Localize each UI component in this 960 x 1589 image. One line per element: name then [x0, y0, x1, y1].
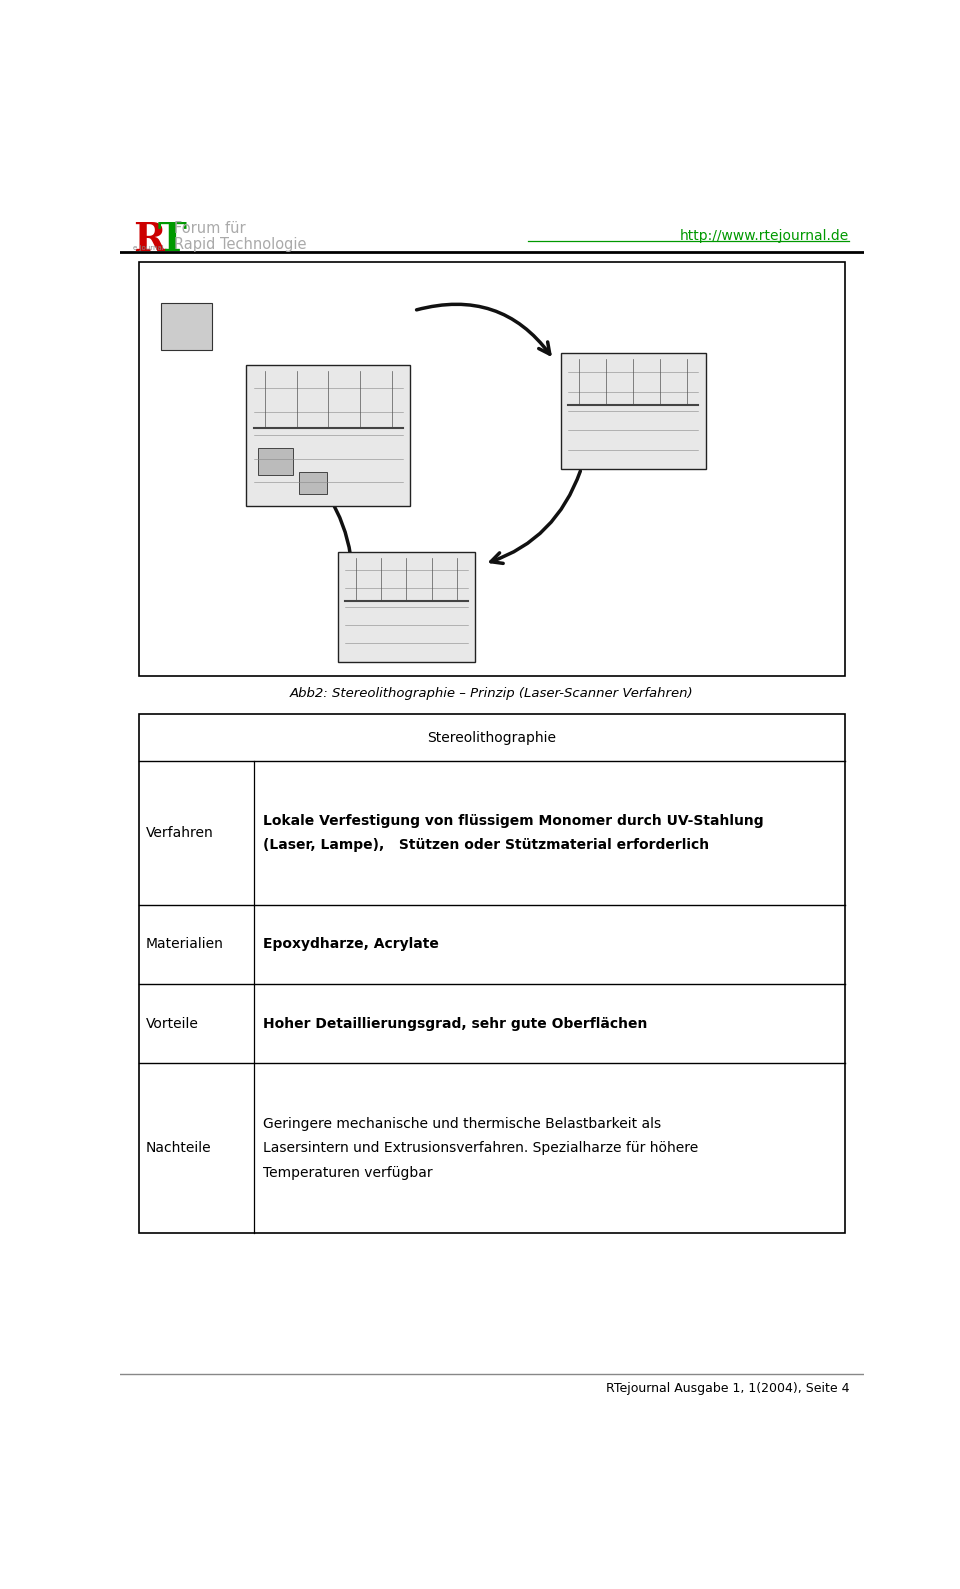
- Text: (Laser, Lampe),   Stützen oder Stützmaterial erforderlich: (Laser, Lampe), Stützen oder Stützmateri…: [263, 837, 709, 852]
- Text: Lokale Verfestigung von flüssigem Monomer durch UV-Stahlung: Lokale Verfestigung von flüssigem Monome…: [263, 814, 763, 828]
- Bar: [138, 262, 846, 677]
- Bar: [299, 472, 326, 494]
- Bar: [561, 353, 706, 469]
- Bar: [257, 448, 294, 475]
- Text: e journal: e journal: [133, 245, 164, 251]
- Text: Hoher Detaillierungsgrad, sehr gute Oberflächen: Hoher Detaillierungsgrad, sehr gute Ober…: [263, 1017, 647, 1031]
- Text: Rapid Technologie: Rapid Technologie: [174, 237, 306, 253]
- Bar: [338, 551, 475, 661]
- Text: http://www.rtejournal.de: http://www.rtejournal.de: [680, 229, 849, 243]
- Text: R: R: [133, 221, 166, 259]
- Text: Epoxydharze, Acrylate: Epoxydharze, Acrylate: [263, 938, 439, 952]
- Text: T: T: [157, 221, 186, 259]
- Bar: [247, 365, 410, 505]
- Text: Verfahren: Verfahren: [146, 826, 214, 841]
- Text: RTejournal Ausgabe 1, 1(2004), Seite 4: RTejournal Ausgabe 1, 1(2004), Seite 4: [606, 1382, 849, 1395]
- Text: Nachteile: Nachteile: [146, 1141, 211, 1155]
- Bar: [138, 715, 846, 1233]
- Text: Lasersintern und Extrusionsverfahren. Spezialharze für höhere: Lasersintern und Extrusionsverfahren. Sp…: [263, 1141, 698, 1155]
- Text: Materialien: Materialien: [146, 938, 224, 952]
- Text: Geringere mechanische und thermische Belastbarkeit als: Geringere mechanische und thermische Bel…: [263, 1117, 661, 1131]
- Text: Stereolithographie: Stereolithographie: [427, 731, 557, 745]
- Bar: [161, 303, 211, 350]
- Text: Abb2: Stereolithographie – Prinzip (Laser-Scanner Verfahren): Abb2: Stereolithographie – Prinzip (Lase…: [290, 688, 694, 701]
- Text: Forum für: Forum für: [174, 221, 245, 237]
- Text: Vorteile: Vorteile: [146, 1017, 199, 1031]
- Text: Temperaturen verfügbar: Temperaturen verfügbar: [263, 1166, 432, 1179]
